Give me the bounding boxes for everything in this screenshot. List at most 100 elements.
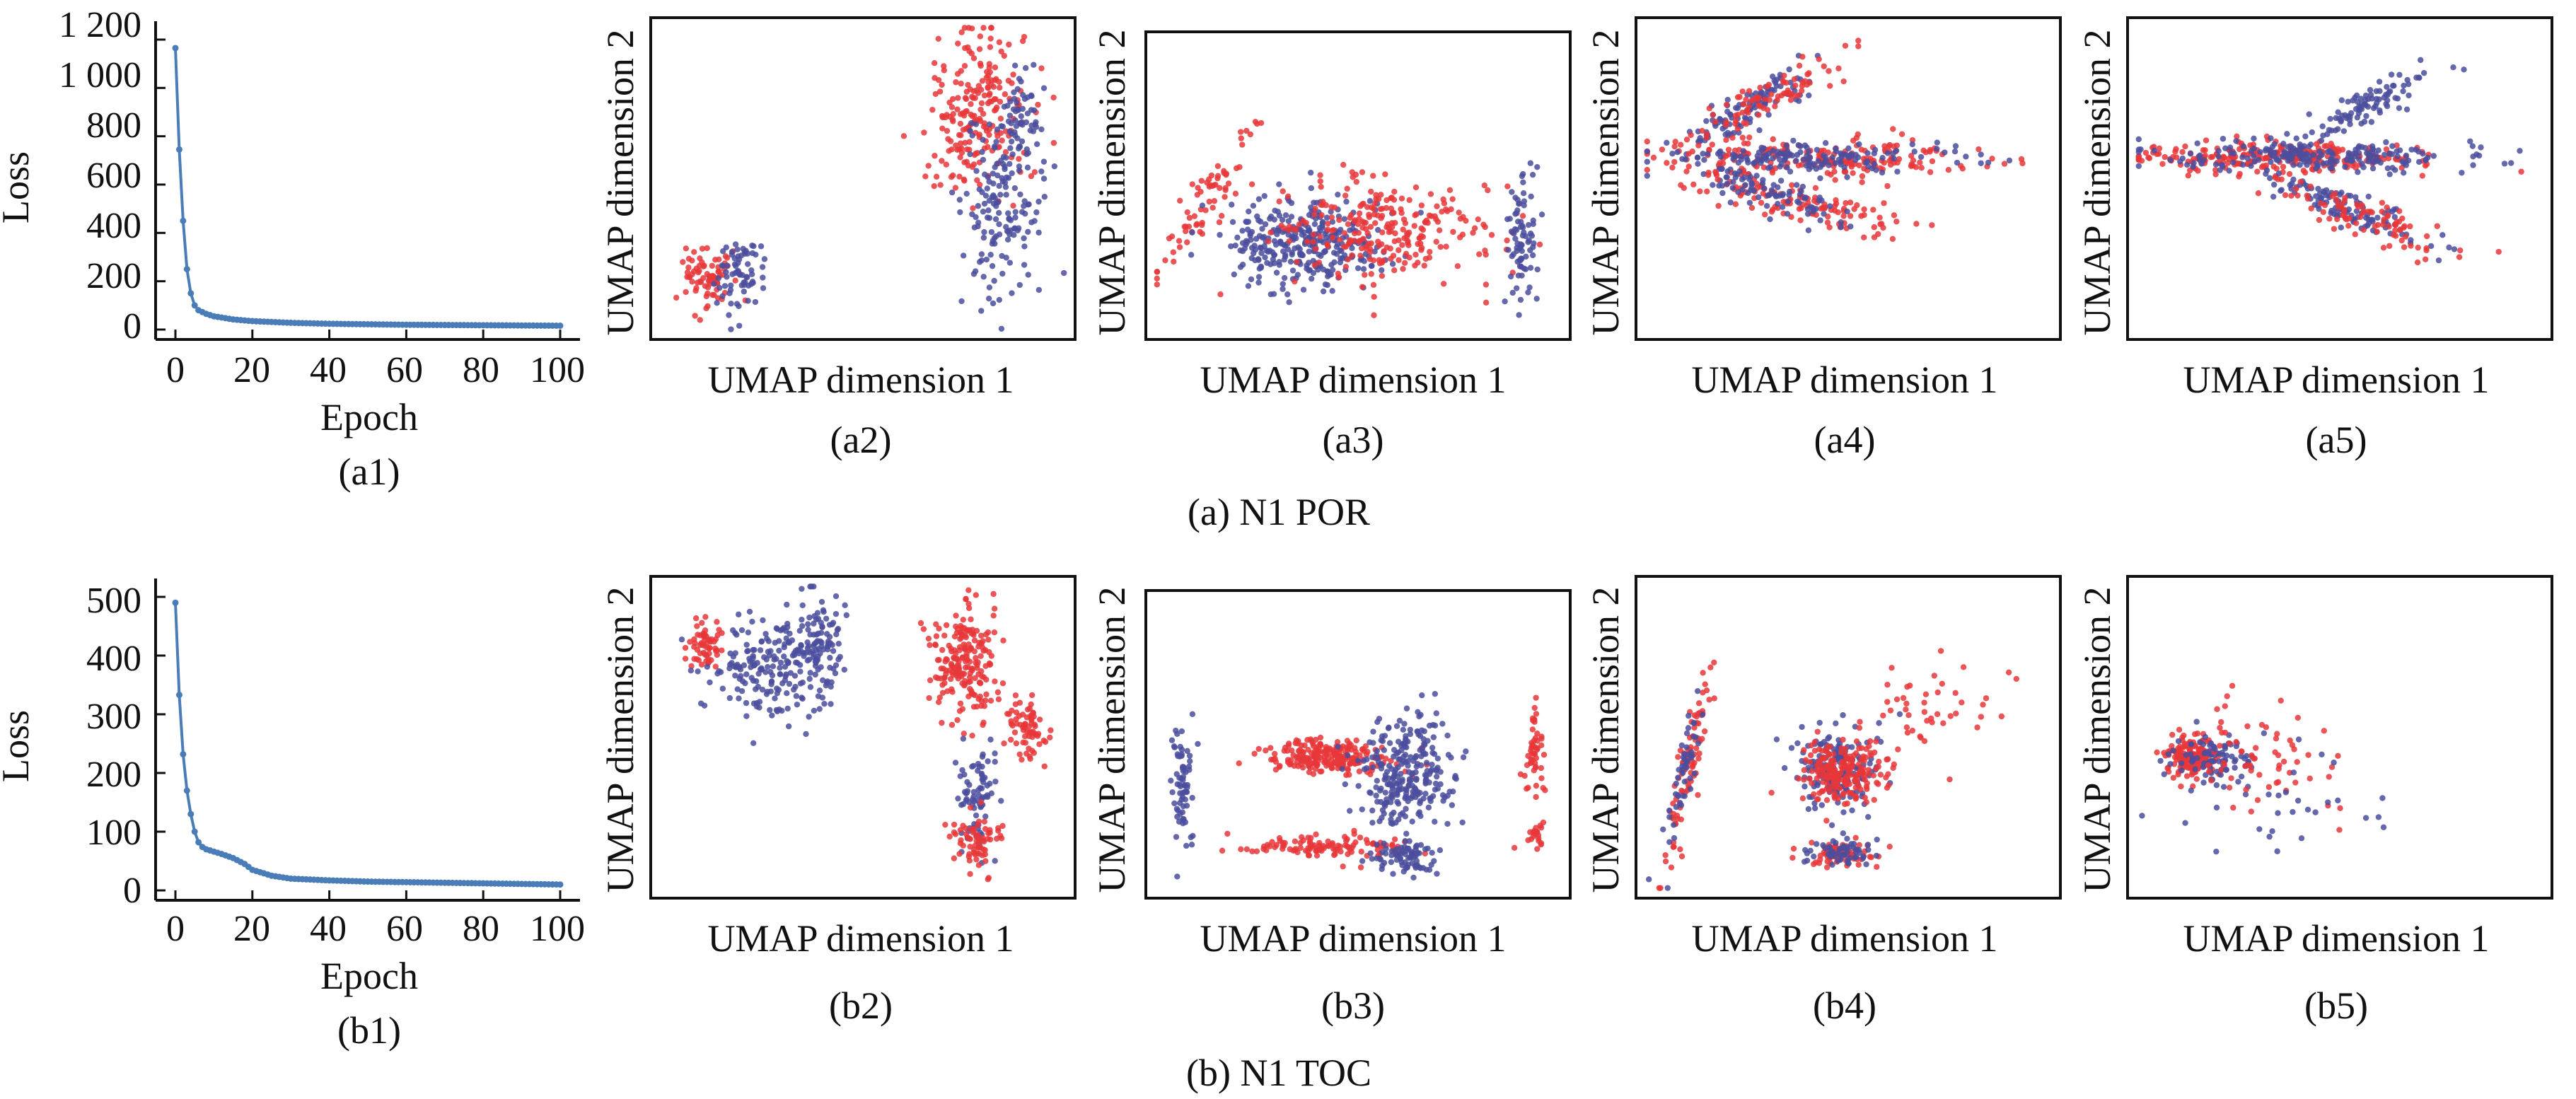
point-blue-a5 — [2369, 146, 2376, 153]
point-red-a3 — [1405, 242, 1412, 249]
point-blue-a3 — [1289, 267, 1296, 274]
point-blue-a3 — [1284, 291, 1291, 298]
point-blue-a3 — [1529, 171, 1536, 178]
point-blue-a5 — [2403, 152, 2410, 159]
point-blue-b2 — [794, 702, 801, 708]
point-blue-b3 — [1183, 803, 1190, 809]
point-red-b3 — [1290, 752, 1296, 758]
point-blue-a4 — [1695, 161, 1701, 167]
point-blue-b3 — [1400, 868, 1407, 875]
point-blue-b2 — [799, 694, 805, 701]
point-blue-a3 — [1298, 227, 1304, 233]
point-red-a3 — [1399, 242, 1405, 248]
point-red-b3 — [1301, 742, 1308, 749]
panel-b4-umap: UMAP dimension 2 UMAP dimension 1 (b4) — [1584, 586, 1998, 1027]
point-blue-b2 — [799, 623, 806, 629]
point-red-a4 — [1812, 185, 1819, 192]
point-blue-b3 — [1189, 711, 1196, 717]
point-red-b3 — [1537, 822, 1543, 829]
point-blue-a3 — [1338, 226, 1344, 233]
point-blue-a3 — [1369, 262, 1375, 269]
point-red-b2 — [927, 641, 933, 649]
point-red-a2 — [680, 259, 686, 265]
point-blue-a2 — [993, 233, 999, 240]
point-blue-b3 — [1419, 745, 1426, 751]
point-blue-a4 — [1865, 163, 1872, 170]
point-red-b2 — [975, 862, 982, 868]
point-blue-a2 — [738, 252, 745, 259]
point-blue-a4 — [1751, 160, 1757, 167]
point-blue-a3 — [1300, 286, 1307, 293]
point-red-a3 — [1359, 224, 1366, 231]
point-blue-a5 — [2220, 136, 2227, 142]
point-blue-a5 — [2391, 214, 2398, 221]
point-blue-b2 — [761, 654, 767, 661]
point-blue-a3 — [1267, 213, 1275, 220]
point-blue-a3 — [1328, 262, 1335, 268]
point-red-b2 — [1041, 763, 1048, 769]
point-blue-a2 — [1038, 126, 1045, 133]
point-blue-b3 — [1430, 734, 1437, 740]
point-red-a2 — [943, 161, 950, 168]
point-red-a2 — [977, 106, 984, 113]
point-blue-b3 — [1378, 737, 1384, 743]
point-red-b3 — [1511, 844, 1518, 851]
point-red-a4 — [1840, 213, 1847, 219]
point-blue-b3 — [1444, 820, 1451, 827]
point-red-b2 — [699, 641, 705, 648]
point-blue-b3 — [1426, 866, 1433, 873]
point-red-a4 — [1683, 168, 1690, 175]
point-blue-a5 — [2335, 109, 2341, 115]
point-blue-a3 — [1507, 273, 1514, 280]
point-blue-b2 — [819, 624, 825, 631]
point-blue-a4 — [1963, 153, 1969, 160]
point-blue-a3 — [1255, 279, 1262, 286]
point-blue-b4 — [1805, 806, 1812, 813]
point-blue-b2 — [799, 602, 806, 609]
point-red-a2 — [998, 48, 1004, 54]
point-blue-a4 — [1894, 168, 1901, 175]
point-blue-b2 — [726, 694, 733, 702]
point-blue-b2 — [998, 798, 1004, 804]
point-blue-a4 — [1856, 141, 1862, 148]
point-blue-a2 — [1007, 145, 1014, 151]
point-red-a4 — [1945, 167, 1952, 173]
point-red-a3 — [1398, 206, 1404, 213]
point-red-b4 — [1695, 755, 1702, 762]
point-blue-b2 — [745, 629, 752, 636]
point-red-a5 — [2297, 178, 2304, 185]
point-red-a5 — [2457, 247, 2464, 254]
point-blue-b3 — [1173, 727, 1179, 734]
point-red-b2 — [988, 653, 994, 659]
point-blue-a2 — [1012, 108, 1019, 115]
point-blue-a3 — [1519, 224, 1526, 231]
point-red-a5 — [2422, 163, 2429, 169]
point-red-a4 — [1929, 158, 1936, 165]
point-blue-a5 — [2439, 232, 2446, 238]
point-red-a3 — [1212, 182, 1219, 188]
point-red-b2 — [970, 828, 977, 835]
point-red-a2 — [706, 277, 712, 284]
point-red-a3 — [1396, 257, 1402, 264]
point-red-a2 — [955, 95, 961, 101]
point-red-a4 — [1756, 102, 1762, 108]
point-blue-a3 — [1262, 221, 1269, 228]
point-blue-b4 — [1676, 767, 1682, 773]
point-red-a3 — [1168, 233, 1176, 240]
point-blue-a5 — [2309, 129, 2315, 136]
point-blue-a3 — [1280, 286, 1286, 292]
point-red-a4 — [1811, 194, 1818, 201]
point-red-b2 — [977, 799, 985, 806]
point-blue-a5 — [2318, 137, 2325, 144]
point-red-a3 — [1364, 243, 1370, 250]
point-blue-a3 — [1276, 259, 1282, 265]
point-red-b2 — [962, 644, 968, 651]
point-red-a5 — [2318, 200, 2324, 207]
point-red-a3 — [1366, 214, 1373, 221]
point-blue-b3 — [1180, 763, 1186, 770]
point-blue-b3 — [1367, 790, 1374, 796]
point-blue-b3 — [1405, 798, 1411, 805]
point-red-a5 — [2182, 143, 2188, 150]
point-blue-a5 — [2367, 87, 2374, 93]
point-red-a3 — [1418, 233, 1425, 239]
